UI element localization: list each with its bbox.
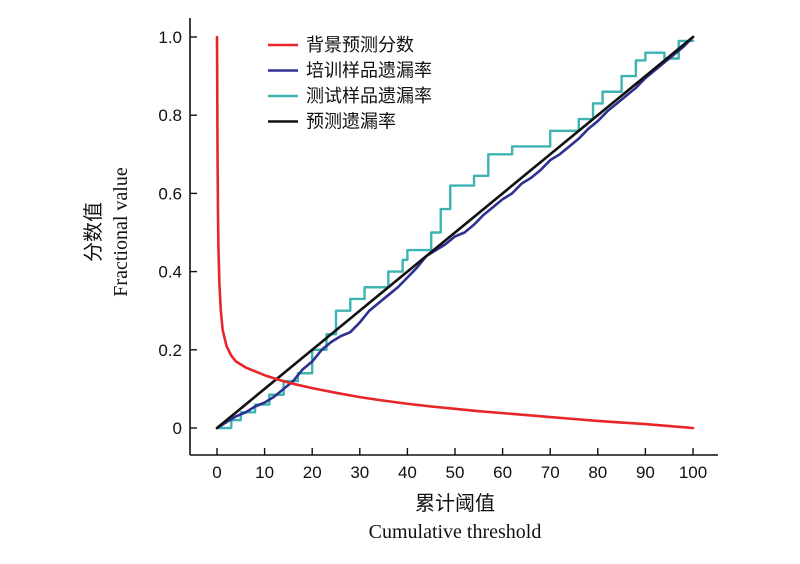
x-tick-label: 100 xyxy=(679,463,707,482)
y-tick-label: 0.8 xyxy=(158,106,182,125)
x-tick-label: 40 xyxy=(398,463,417,482)
y-tick-label: 0.6 xyxy=(158,184,182,203)
x-tick-label: 70 xyxy=(541,463,560,482)
y-axis-title-cn: 分数值 xyxy=(81,202,105,262)
predicted-omission-line xyxy=(215,35,695,430)
x-tick-label: 10 xyxy=(255,463,274,482)
x-tick-label: 20 xyxy=(303,463,322,482)
background-prediction-line xyxy=(215,35,695,430)
x-tick-label: 50 xyxy=(446,463,465,482)
x-axis-title-en: Cumulative threshold xyxy=(369,521,542,543)
x-tick-label: 80 xyxy=(588,463,607,482)
series-layer xyxy=(215,35,695,430)
test-omission-line xyxy=(215,39,695,430)
legend-test-omission-label: 测试样品遗漏率 xyxy=(306,86,432,107)
x-tick-label: 60 xyxy=(493,463,512,482)
axes-layer: 0 10 20 30 40 50 60 70 80 90 100 0 0.2 0.4 0.6 0.8 1.0 xyxy=(158,18,718,482)
legend-background-prediction-label: 背景预测分数 xyxy=(306,35,414,56)
y-axis-title-en: Fractional value xyxy=(110,167,132,297)
legend-predicted-omission-label: 预测遗漏率 xyxy=(306,112,396,133)
y-tick-label: 1.0 xyxy=(158,28,182,47)
x-axis-title-cn: 累计阈值 xyxy=(415,491,495,515)
x-tick-label: 0 xyxy=(212,463,221,482)
x-tick-label: 90 xyxy=(636,463,655,482)
y-tick-label: 0.2 xyxy=(158,341,182,360)
training-omission-line xyxy=(215,35,695,430)
y-tick-label: 0 xyxy=(173,419,182,438)
y-tick-label: 0.4 xyxy=(158,263,182,282)
x-tick-label: 30 xyxy=(350,463,369,482)
legend-training-omission-label: 培训样品遗漏率 xyxy=(306,61,432,82)
